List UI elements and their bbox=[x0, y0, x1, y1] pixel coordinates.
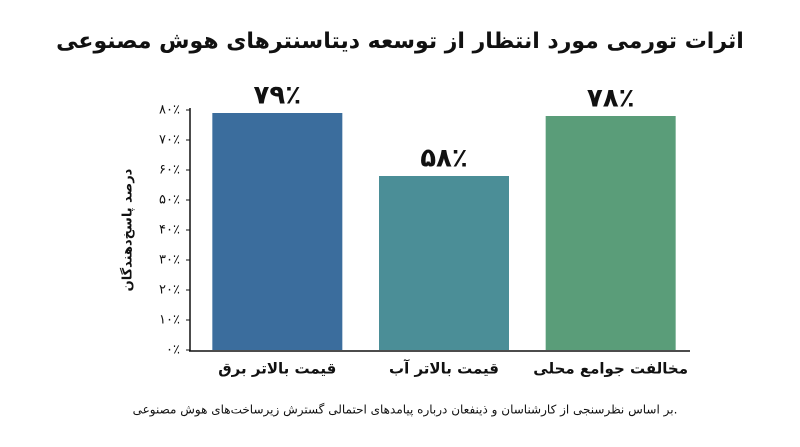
y-tick-label: ۵۰٪ bbox=[159, 193, 180, 208]
y-axis-label: درصد پاسخ‌دهندگان bbox=[120, 168, 136, 291]
x-tick-label: قیمت بالاتر آب bbox=[389, 360, 499, 378]
bar bbox=[379, 176, 509, 350]
y-tick-label: ۶۰٪ bbox=[159, 163, 180, 178]
y-tick-label: ۲۰٪ bbox=[159, 283, 180, 298]
footnote: بر اساس نظرسنجی از کارشناسان و ذینفعان د… bbox=[133, 403, 678, 418]
value-label: ۵۸٪ bbox=[420, 144, 468, 174]
value-label: ۷۸٪ bbox=[587, 84, 635, 114]
y-tick-label: ۰٪ bbox=[166, 343, 180, 358]
bar bbox=[545, 116, 676, 350]
x-tick-label: مخالفت جوامع محلی bbox=[533, 360, 688, 378]
y-tick-label: ۴۰٪ bbox=[159, 223, 180, 238]
y-tick-label: ۸۰٪ bbox=[159, 103, 180, 118]
value-label: ۷۹٪ bbox=[254, 81, 302, 111]
bar bbox=[212, 113, 343, 350]
y-tick-label: ۱۰٪ bbox=[159, 313, 180, 328]
chart-title: اثرات تورمی مورد انتظار از توسعه دیتاسنت… bbox=[56, 29, 744, 54]
x-tick-label: قیمت بالاتر برق bbox=[218, 360, 336, 378]
y-tick-label: ۷۰٪ bbox=[159, 133, 180, 148]
y-tick-label: ۳۰٪ bbox=[159, 253, 180, 268]
